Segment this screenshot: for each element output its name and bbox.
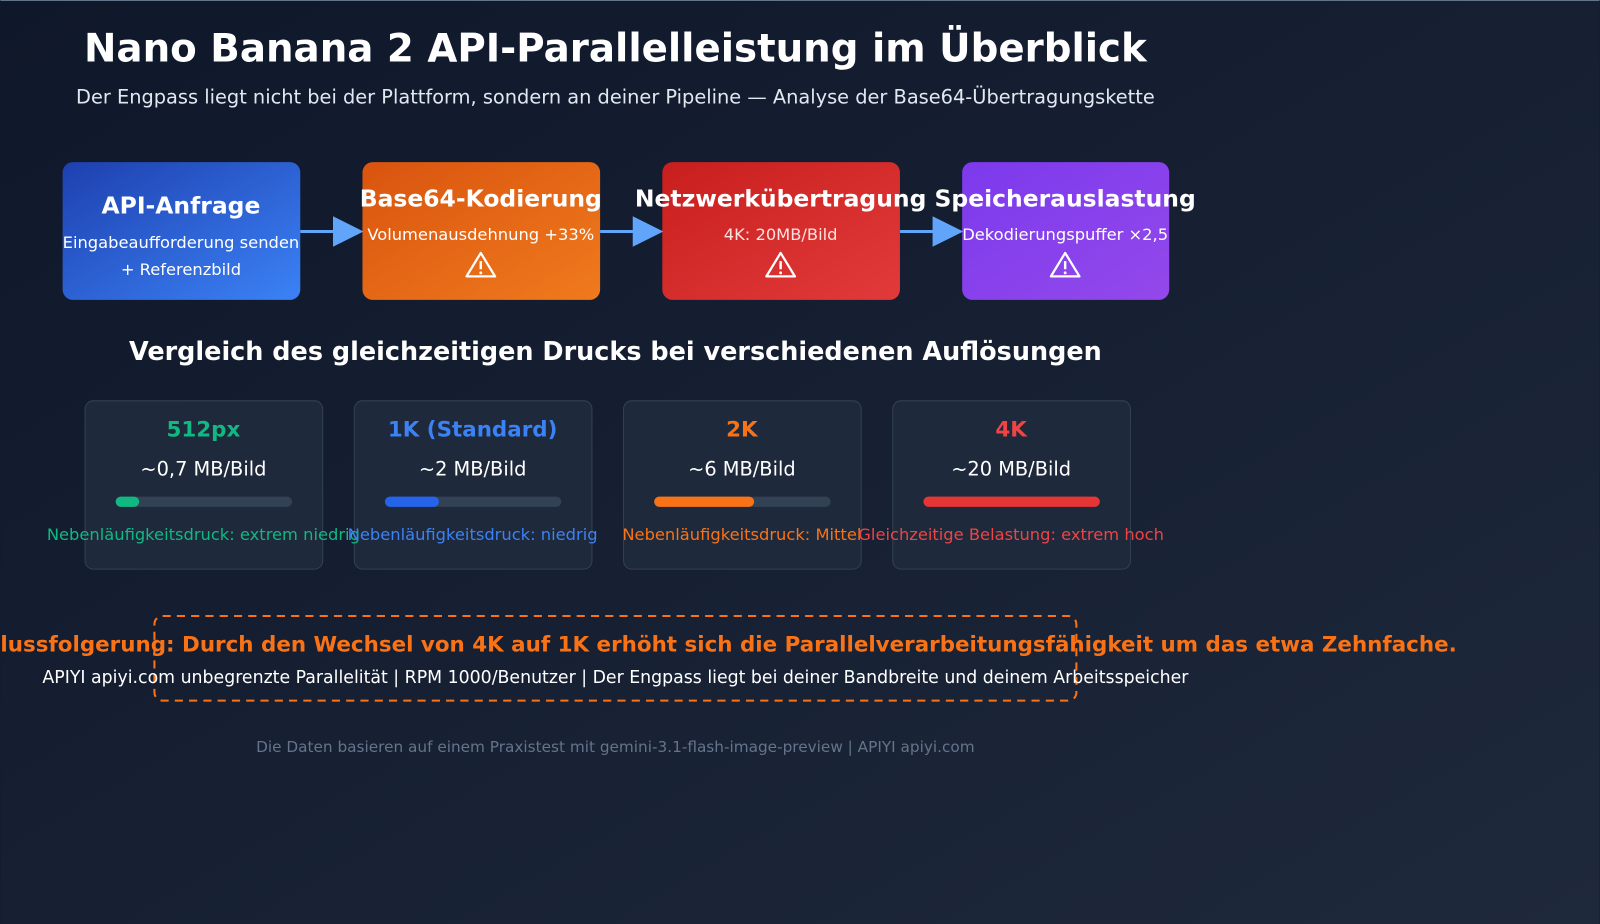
bar-fill [115,496,140,507]
card-pressure: Nebenläufigkeitsdruck: niedrig [348,525,598,544]
conclusion-headline: lussfolgerung: Durch den Wechsel von 4K … [0,633,1456,658]
card-pressure: Nebenläufigkeitsdruck: Mittel [622,525,861,544]
card-size: ~0,7 MB/Bild [140,458,266,481]
step-text: + Referenzbild [121,260,241,279]
card-pressure: Nebenläufigkeitsdruck: extrem niedrig [47,525,360,544]
footer: Die Daten basieren auf einem Praxistest … [256,738,975,756]
pipeline: API-Anfrage Eingabeaufforderung senden +… [62,162,1196,300]
step-title: Base64-Kodierung [360,184,602,212]
subtitle: Der Engpass liegt nicht bei der Plattfor… [76,85,1155,108]
section-title: Vergleich des gleichzeitigen Drucks bei … [129,337,1102,367]
step-title: API-Anfrage [102,192,261,220]
card-title: 2K [726,417,759,442]
bar-fill [384,496,439,507]
bar-track [115,496,293,507]
bar-fill [654,496,755,507]
card [353,400,593,570]
card-size: ~20 MB/Bild [951,458,1071,481]
step-title: Netzwerkübertragung [635,184,926,212]
card [623,400,862,570]
step-box [662,162,900,300]
card-title: 512px [166,417,240,442]
card-size: ~6 MB/Bild [688,458,796,481]
title: Nano Banana 2 API-Parallelleistung im Üb… [84,24,1148,71]
step-box [362,162,601,300]
step-text: Volumenausdehnung +33% [367,225,594,244]
card-pressure: Gleichzeitige Belastung: extrem hoch [858,525,1164,544]
card [892,400,1131,570]
step-box [962,162,1170,300]
step-box [62,162,301,300]
step-text: Eingabeaufforderung senden [63,233,300,252]
step-title: Speicherauslastung [935,184,1196,212]
step-text: 4K: 20MB/Bild [724,225,838,244]
conclusion-detail: APIYI apiyi.com unbegrenzte Parallelität… [42,668,1189,688]
bar-fill [923,496,1100,507]
card-title: 4K [995,417,1028,442]
cards: 512px ~0,7 MB/Bild Nebenläufigkeitsdruck… [47,400,1164,570]
step-text: Dekodierungspuffer ×2,5 [962,225,1168,244]
card-title: 1K (Standard) [388,417,557,442]
card [84,400,324,570]
card-size: ~2 MB/Bild [419,458,527,481]
